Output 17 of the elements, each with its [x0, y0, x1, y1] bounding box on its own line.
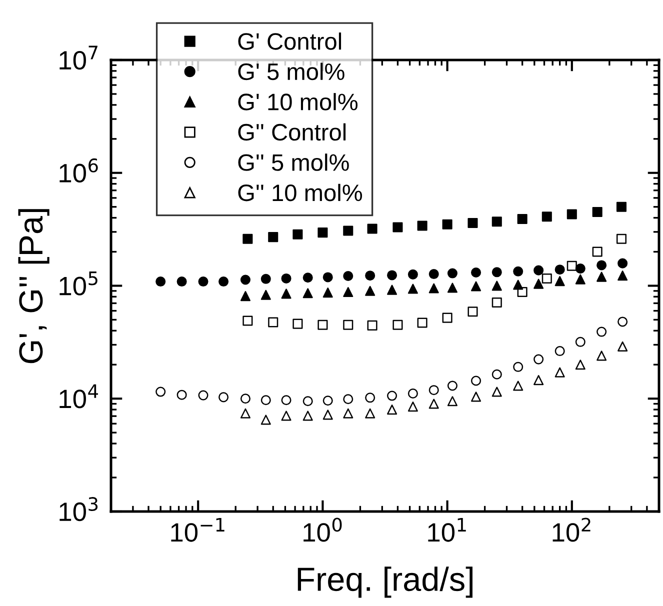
legend-label: G' Control — [238, 32, 342, 50]
legend-label: G'' 10 mol% — [238, 184, 362, 202]
y-tick-label: 10$^{4}$ — [60, 384, 98, 408]
y-tick-label: 10$^{7}$ — [60, 46, 98, 70]
legend-label: G' 10 mol% — [238, 93, 358, 110]
legend-label: G'' 5 mol% — [238, 154, 349, 171]
y-tick-label: 10$^{6}$ — [60, 158, 98, 182]
y-tick-label: 10$^{5}$ — [60, 272, 98, 296]
y-tick-label: 10$^{3}$ — [60, 497, 98, 522]
x-axis-title: Freq. [rad/s] — [298, 566, 472, 598]
x-tick-label: 10$^{1}$ — [428, 518, 466, 542]
legend-label: G'' Control — [238, 123, 346, 141]
y-axis-title: G', G'' [Pa] — [18, 209, 50, 364]
legend-label: G' 5 mol% — [238, 62, 344, 80]
x-tick-label: 10$^{0}$ — [304, 518, 342, 542]
x-tick-label: 10$^{−1}$ — [171, 518, 224, 542]
x-tick-label: 10$^{2}$ — [552, 518, 590, 542]
